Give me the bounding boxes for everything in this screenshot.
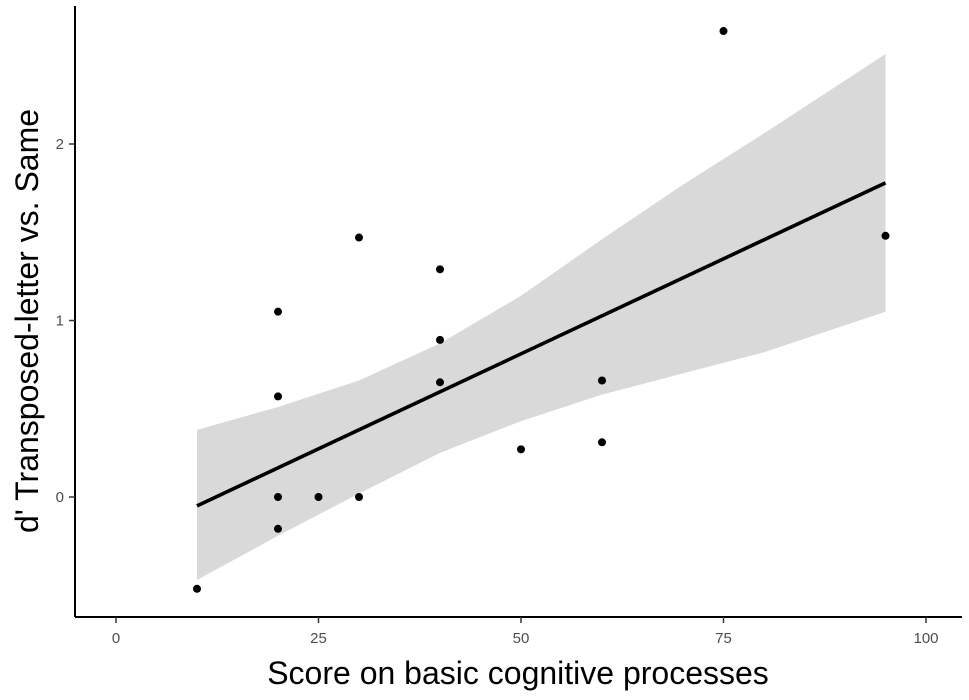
axes bbox=[74, 6, 962, 618]
confidence-band-layer bbox=[197, 54, 886, 580]
data-point bbox=[274, 392, 282, 401]
y-axis-ticks: 0 1 2 bbox=[56, 136, 75, 506]
data-point bbox=[274, 307, 282, 316]
data-point bbox=[881, 231, 890, 240]
data-point bbox=[517, 445, 525, 454]
data-point bbox=[355, 233, 363, 242]
y-tick-label: 1 bbox=[56, 313, 64, 330]
confidence-band bbox=[197, 54, 886, 580]
data-point bbox=[598, 376, 606, 385]
data-point bbox=[193, 584, 201, 593]
x-tick-label: 0 bbox=[112, 630, 120, 647]
data-point bbox=[355, 493, 363, 501]
x-tick-label: 75 bbox=[715, 630, 732, 647]
x-tick-label: 50 bbox=[513, 630, 530, 647]
y-tick-label: 0 bbox=[56, 489, 64, 506]
data-point bbox=[436, 265, 444, 274]
regression-line bbox=[196, 181, 887, 508]
y-tick-label: 2 bbox=[56, 136, 64, 153]
data-point bbox=[719, 27, 728, 36]
x-tick-label: 100 bbox=[913, 630, 938, 647]
data-point bbox=[436, 378, 444, 387]
data-points bbox=[193, 27, 890, 593]
x-axis-title: Score on basic cognitive processes bbox=[267, 655, 769, 691]
data-point bbox=[598, 438, 606, 447]
regression-line-layer bbox=[196, 181, 887, 508]
data-point bbox=[436, 335, 444, 344]
y-axis-title: d' Transposed-letter vs. Same bbox=[9, 109, 45, 533]
data-point bbox=[314, 493, 323, 501]
x-axis-ticks: 0 25 50 75 100 bbox=[112, 617, 939, 647]
x-tick-label: 25 bbox=[310, 630, 327, 647]
data-point bbox=[274, 493, 282, 501]
data-point bbox=[274, 524, 282, 533]
